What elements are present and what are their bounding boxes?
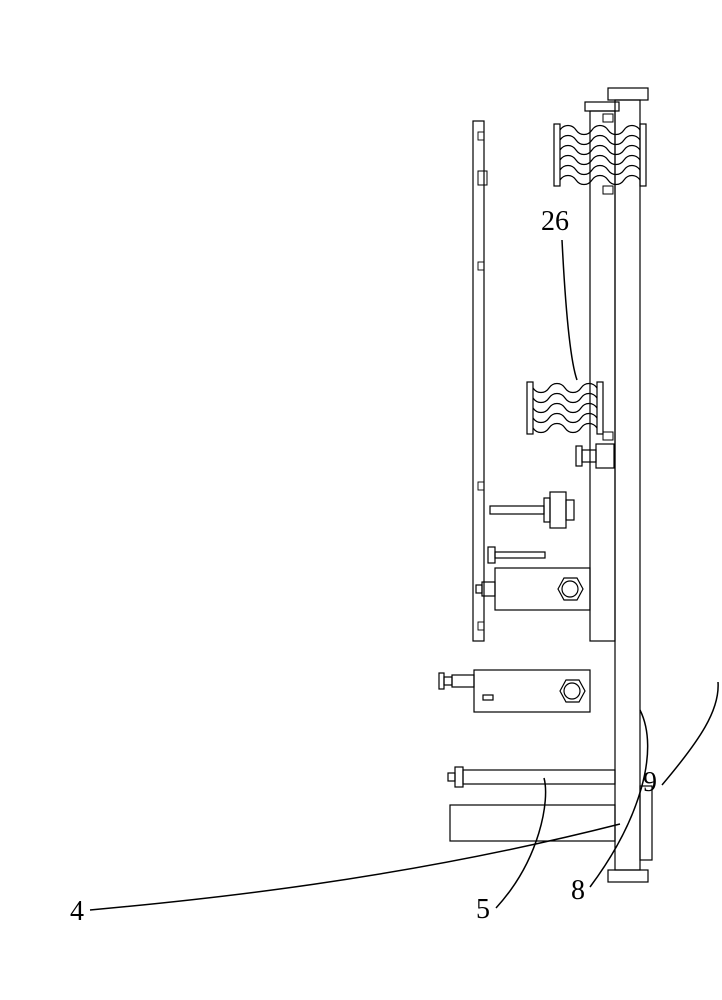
spring-right	[554, 114, 646, 194]
label-9: 9	[643, 767, 657, 798]
component-5	[448, 767, 615, 787]
leader-curve-8	[590, 710, 648, 887]
leader-curve-26	[562, 240, 577, 380]
component-14	[476, 568, 590, 610]
callout-labels: 45891415222026	[70, 195, 722, 927]
label-8: 8	[571, 875, 585, 906]
label-5: 5	[476, 894, 490, 925]
component-20	[576, 444, 614, 468]
component-15	[488, 547, 545, 563]
component-9	[439, 673, 474, 689]
engineering-diagram: 45891415222026	[0, 0, 722, 1000]
component-4	[450, 786, 652, 860]
spring-left	[527, 382, 613, 440]
upper-rail	[473, 121, 484, 641]
label-4: 4	[70, 896, 84, 927]
component-8	[474, 670, 590, 712]
component-22	[490, 492, 574, 528]
top-right-block	[478, 171, 487, 185]
leader-curve-9	[662, 682, 718, 785]
leader-curve-4	[90, 824, 620, 910]
base-plate	[608, 88, 648, 882]
label-26: 26	[541, 206, 569, 237]
